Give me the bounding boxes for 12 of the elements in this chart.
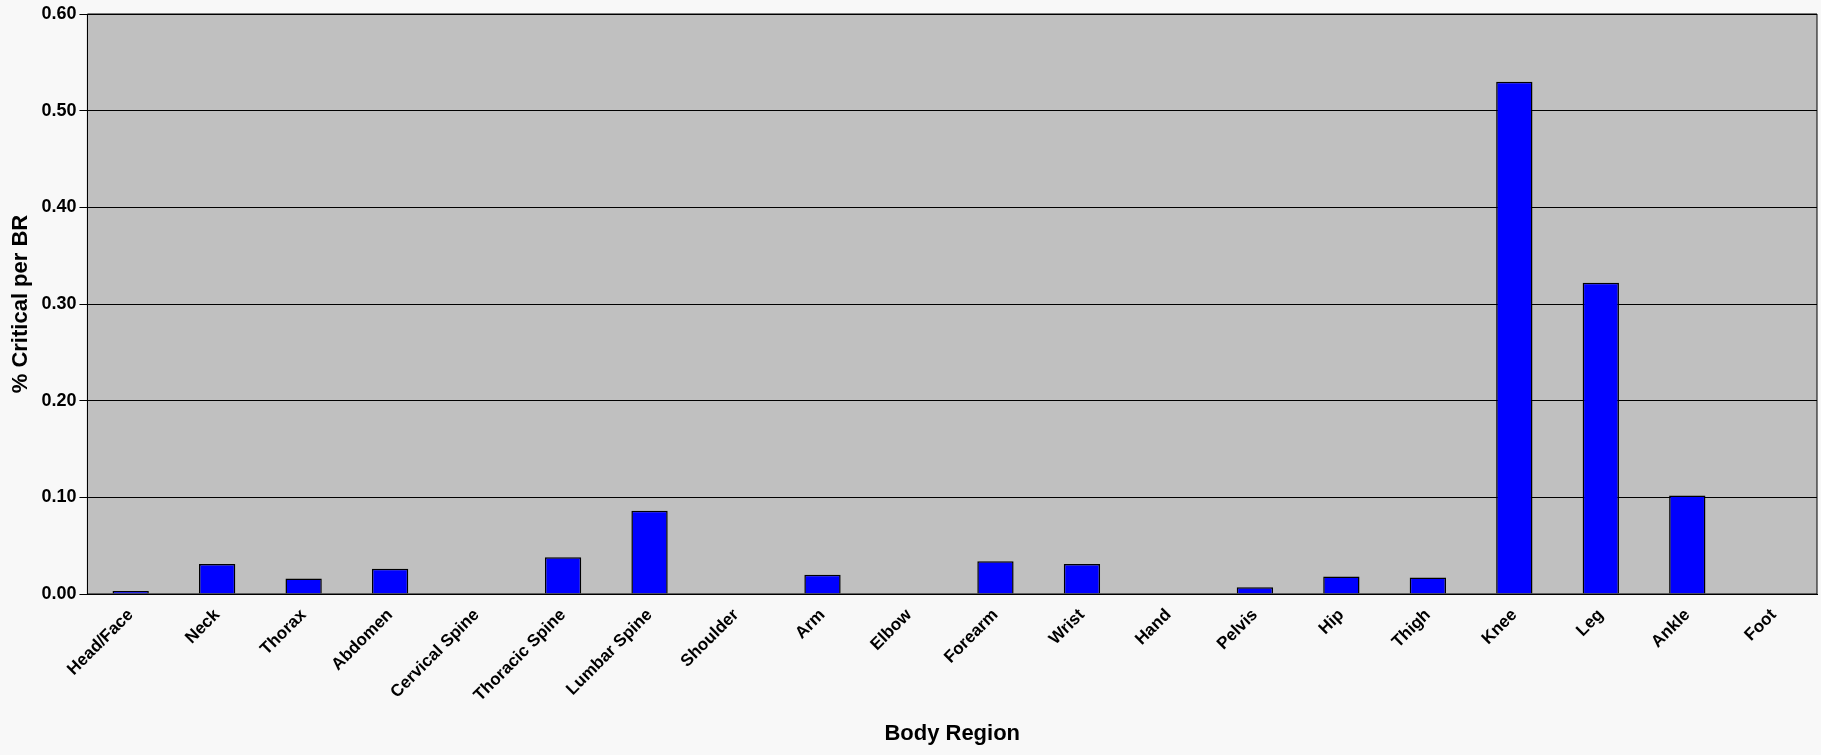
x-tick-label: Leg bbox=[1572, 604, 1607, 640]
y-tick-label: 0.30 bbox=[41, 292, 77, 313]
y-tick-label: 0.60 bbox=[41, 2, 77, 23]
x-tick-label: Hip bbox=[1314, 604, 1348, 638]
y-tick-label: 0.00 bbox=[41, 582, 77, 603]
x-tick-label: Arm bbox=[791, 604, 829, 643]
y-tick-label: 0.40 bbox=[41, 196, 77, 217]
y-tick-label: 0.10 bbox=[41, 486, 77, 507]
y-tick-label: 0.50 bbox=[41, 99, 77, 120]
x-axis-title: Body Region bbox=[884, 719, 1021, 745]
y-axis-title: % Critical per BR bbox=[7, 214, 33, 394]
y-tick-label: 0.20 bbox=[41, 389, 77, 410]
